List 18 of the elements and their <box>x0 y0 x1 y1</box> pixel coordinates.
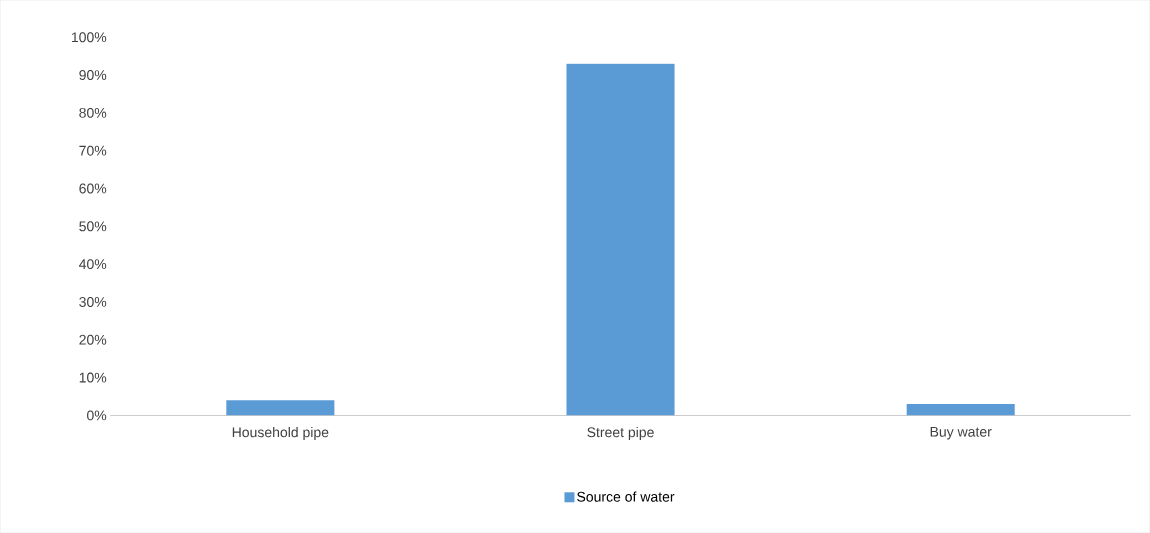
y-tick-label: 100% <box>71 32 107 43</box>
y-tick-label: 80% <box>79 108 107 118</box>
y-tick-label: 30% <box>79 297 107 308</box>
y-tick-label: 90% <box>79 70 107 81</box>
y-tick-label: 10% <box>79 372 107 383</box>
y-tick-label: 20% <box>79 334 107 345</box>
bar <box>226 400 335 416</box>
x-tick-label: Buy water <box>930 427 992 440</box>
x-tick-label: Household pipe <box>232 427 329 441</box>
y-tick-label: 60% <box>79 183 107 194</box>
bar <box>906 404 1015 416</box>
bar <box>566 63 675 416</box>
y-tick-label: 50% <box>79 221 107 232</box>
y-tick-label: 0% <box>87 410 107 421</box>
y-tick-label: 70% <box>79 145 107 156</box>
y-tick-label: 40% <box>79 259 107 270</box>
x-tick-label: Street pipe <box>587 427 654 441</box>
legend-label: Source of water <box>577 491 675 502</box>
